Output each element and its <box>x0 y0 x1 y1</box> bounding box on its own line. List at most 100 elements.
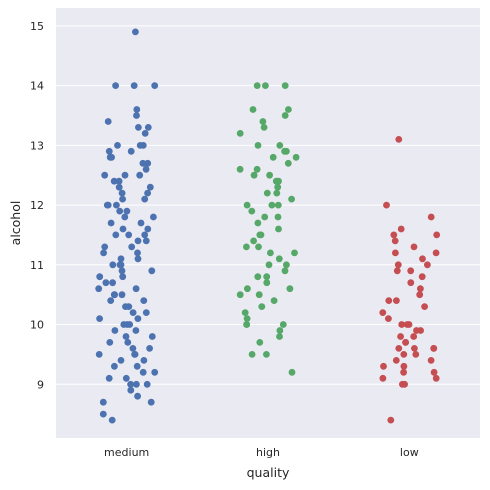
data-point-medium <box>144 124 152 131</box>
x-tick-label: medium <box>104 446 149 459</box>
y-tick-label: 11 <box>30 259 44 272</box>
data-point-medium <box>127 380 134 388</box>
data-point-low <box>393 297 400 304</box>
data-point-medium <box>133 106 141 113</box>
data-point-high <box>255 291 263 299</box>
data-point-medium <box>136 171 144 179</box>
data-point-medium <box>106 339 114 346</box>
data-point-low <box>407 267 415 275</box>
data-point-high <box>279 321 287 328</box>
data-point-medium <box>144 159 152 167</box>
data-point-high <box>268 201 276 209</box>
data-point-high <box>274 213 282 221</box>
data-point-high <box>243 243 250 251</box>
data-point-medium <box>134 392 142 400</box>
data-point-low <box>400 351 408 358</box>
data-point-medium <box>121 171 129 179</box>
y-tick-label: 14 <box>30 80 44 93</box>
data-point-medium <box>96 315 103 322</box>
data-point-medium <box>135 124 142 131</box>
data-point-high <box>262 82 269 89</box>
y-tick-label: 12 <box>30 199 44 212</box>
data-point-low <box>394 261 402 269</box>
data-point-medium <box>103 201 111 209</box>
data-point-medium <box>139 368 147 376</box>
data-point-high <box>263 351 270 358</box>
data-point-medium <box>141 231 149 239</box>
y-tick-label: 13 <box>30 139 44 152</box>
data-point-high <box>253 82 261 89</box>
data-point-medium <box>147 398 155 406</box>
plot-area <box>56 8 480 438</box>
y-axis-title: alcohol <box>8 201 23 246</box>
data-point-high <box>243 201 251 209</box>
data-point-high <box>259 118 267 125</box>
y-tick-label: 10 <box>30 319 44 332</box>
data-point-medium <box>115 177 123 185</box>
data-point-medium <box>151 82 159 89</box>
data-point-high <box>249 106 257 113</box>
data-point-low <box>433 231 441 239</box>
data-point-medium <box>134 237 142 245</box>
data-point-low <box>418 273 426 281</box>
data-point-high <box>243 315 251 322</box>
data-point-high <box>250 171 258 179</box>
data-point-high <box>250 237 257 245</box>
data-point-high <box>288 195 295 203</box>
data-point-high <box>281 112 289 119</box>
data-point-medium <box>123 207 131 215</box>
data-point-medium <box>132 285 140 293</box>
data-point-low <box>385 297 393 304</box>
data-point-high <box>291 249 298 257</box>
x-tick-label: high <box>256 446 280 459</box>
data-point-low <box>411 345 418 352</box>
data-point-medium <box>119 225 127 233</box>
data-point-high <box>283 261 290 269</box>
data-point-low <box>400 368 407 376</box>
data-point-medium <box>116 207 124 215</box>
data-point-medium <box>101 243 109 251</box>
data-point-high <box>292 153 300 161</box>
data-point-high <box>275 255 283 263</box>
data-point-low <box>397 225 405 233</box>
data-point-medium <box>122 333 130 340</box>
data-point-high <box>267 249 274 257</box>
data-point-low <box>430 368 438 376</box>
data-point-medium <box>112 231 120 239</box>
data-point-medium <box>117 255 125 263</box>
data-point-medium <box>105 147 113 155</box>
data-point-low <box>379 309 387 316</box>
data-point-low <box>410 243 418 251</box>
data-point-medium <box>101 171 109 179</box>
data-point-high <box>254 273 262 281</box>
data-point-medium <box>141 195 149 203</box>
data-point-medium <box>110 291 118 299</box>
data-point-low <box>390 231 398 239</box>
data-point-medium <box>107 297 115 304</box>
data-point-low <box>380 362 387 370</box>
data-point-low <box>410 333 418 340</box>
data-point-medium <box>95 351 103 358</box>
data-point-high <box>236 165 244 173</box>
data-point-medium <box>143 380 151 388</box>
data-point-low <box>427 357 435 364</box>
data-point-high <box>256 339 264 346</box>
data-point-high <box>288 368 296 376</box>
data-point-medium <box>142 309 150 316</box>
data-point-medium <box>144 225 152 233</box>
data-point-medium <box>123 321 131 328</box>
data-point-low <box>395 136 403 143</box>
data-point-medium <box>124 339 132 346</box>
data-point-high <box>236 291 244 299</box>
data-point-medium <box>146 183 154 191</box>
data-point-medium <box>121 213 129 221</box>
data-point-high <box>281 82 289 89</box>
data-point-medium <box>130 82 138 89</box>
data-point-medium <box>118 291 126 299</box>
data-point-medium <box>104 118 112 125</box>
data-point-high <box>261 213 269 221</box>
data-point-low <box>387 416 395 424</box>
data-point-low <box>383 201 390 209</box>
data-point-medium <box>109 261 117 269</box>
data-point-medium <box>146 345 154 352</box>
